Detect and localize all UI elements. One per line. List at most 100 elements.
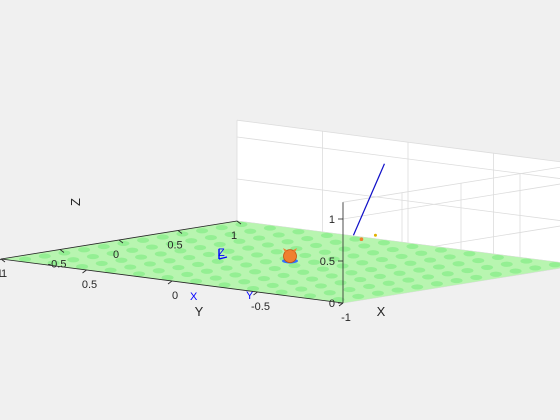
- ground-tile: [393, 270, 406, 276]
- ground-tile: [124, 264, 137, 270]
- ground-tile: [233, 238, 246, 244]
- ground-tile: [358, 243, 371, 249]
- y-tick-label: -1: [0, 268, 3, 280]
- ground-tile: [242, 245, 255, 251]
- ground-tile: [202, 251, 215, 258]
- ground-tile: [415, 250, 428, 256]
- ground-tile: [261, 242, 274, 248]
- ground-tile: [286, 279, 299, 285]
- ground-tile: [172, 264, 185, 271]
- y-tick: [177, 230, 183, 234]
- tilted-link-line: [352, 163, 386, 236]
- x-tick: [253, 291, 258, 296]
- ground-tile: [443, 254, 456, 260]
- z-tick-label: 0: [329, 298, 335, 310]
- ground-tile: [224, 231, 237, 238]
- ground-tile: [176, 231, 189, 237]
- ground-tile: [520, 258, 533, 264]
- ground-tile: [384, 263, 397, 270]
- ground-tile: [299, 252, 312, 259]
- ground-tile: [183, 254, 196, 261]
- ground-tile: [375, 256, 388, 263]
- tick-marks: [0, 218, 344, 307]
- robot-body: [283, 249, 297, 264]
- y-tick-label: -0.5: [48, 259, 67, 271]
- ground-tile: [386, 246, 399, 253]
- ground-tile: [161, 274, 174, 281]
- ground-tile: [145, 244, 158, 250]
- ground-tile: [430, 281, 443, 287]
- ground-tile: [218, 282, 231, 288]
- ground-tile: [126, 247, 139, 253]
- ground-tile: [117, 240, 130, 247]
- ground-tile: [270, 249, 283, 255]
- ground-tile: [461, 267, 474, 274]
- x-tick-label: -1: [341, 312, 351, 324]
- ground-tile: [382, 280, 395, 286]
- ground-tile: [345, 270, 358, 276]
- ground-tile: [58, 250, 71, 256]
- ground-tile: [354, 276, 367, 283]
- ground-tile: [404, 260, 417, 266]
- ground-tile: [152, 268, 165, 274]
- x-axis-label: X: [377, 304, 386, 319]
- ground-tile: [204, 234, 217, 241]
- ground-tile: [450, 277, 463, 284]
- ground-tile: [249, 269, 262, 275]
- ground-tile: [165, 241, 178, 247]
- x-tick-label: 0.5: [82, 279, 97, 291]
- ground-tile: [229, 272, 242, 278]
- ground-tile: [268, 265, 281, 272]
- y-tick-label: 0.5: [167, 240, 182, 252]
- ground-tile: [402, 277, 415, 283]
- frame-label-z: Z: [218, 247, 225, 259]
- ground-tile: [325, 273, 338, 279]
- ground-tile: [213, 241, 226, 248]
- ground-tile: [489, 271, 502, 277]
- ground-tile: [251, 252, 264, 258]
- ground-tile: [472, 257, 485, 264]
- ground-tile: [174, 248, 187, 254]
- ground-tile: [463, 251, 476, 257]
- ground-tile: [154, 251, 167, 257]
- y-axis-label: Y: [195, 304, 204, 319]
- ground-tile: [95, 260, 108, 267]
- ground-tile: [343, 286, 356, 293]
- ground-tile: [329, 239, 342, 245]
- z-tick-label: 1: [329, 214, 335, 226]
- ground-tile: [211, 258, 224, 264]
- y-tick-label: 0: [113, 249, 119, 261]
- ground-tile: [244, 228, 257, 234]
- ground-tile: [481, 264, 494, 271]
- ground-tile: [548, 262, 560, 268]
- ground-tile: [529, 265, 542, 271]
- ground-tile: [327, 256, 340, 262]
- ground-tile: [156, 234, 169, 240]
- ground-tile: [491, 254, 504, 261]
- scene-objects: Z X Y: [190, 163, 386, 303]
- marker-point: [373, 233, 377, 237]
- ground-tile: [277, 272, 290, 279]
- z-tick-label: 0.5: [320, 256, 335, 268]
- ground-tile: [434, 247, 447, 253]
- y-tick: [59, 249, 65, 253]
- grid-line-z-wall-y: [236, 178, 560, 221]
- box-edge-top-x: [342, 166, 560, 203]
- ground-tile: [349, 236, 362, 242]
- ground-tile: [338, 246, 351, 252]
- x-tick: [0, 258, 2, 261]
- y-tick: [0, 258, 6, 263]
- ground-tile: [247, 285, 260, 292]
- ground-tile: [86, 253, 99, 260]
- ground-tile: [406, 243, 419, 250]
- ground-tile: [163, 258, 176, 264]
- z-axis-label: Z: [68, 198, 83, 206]
- ground-tile: [38, 253, 51, 259]
- ground-tile: [190, 278, 203, 284]
- ground-tile: [367, 250, 380, 256]
- ground-plane: [1, 221, 560, 303]
- y-tick: [118, 239, 124, 244]
- x-tick: [167, 280, 173, 285]
